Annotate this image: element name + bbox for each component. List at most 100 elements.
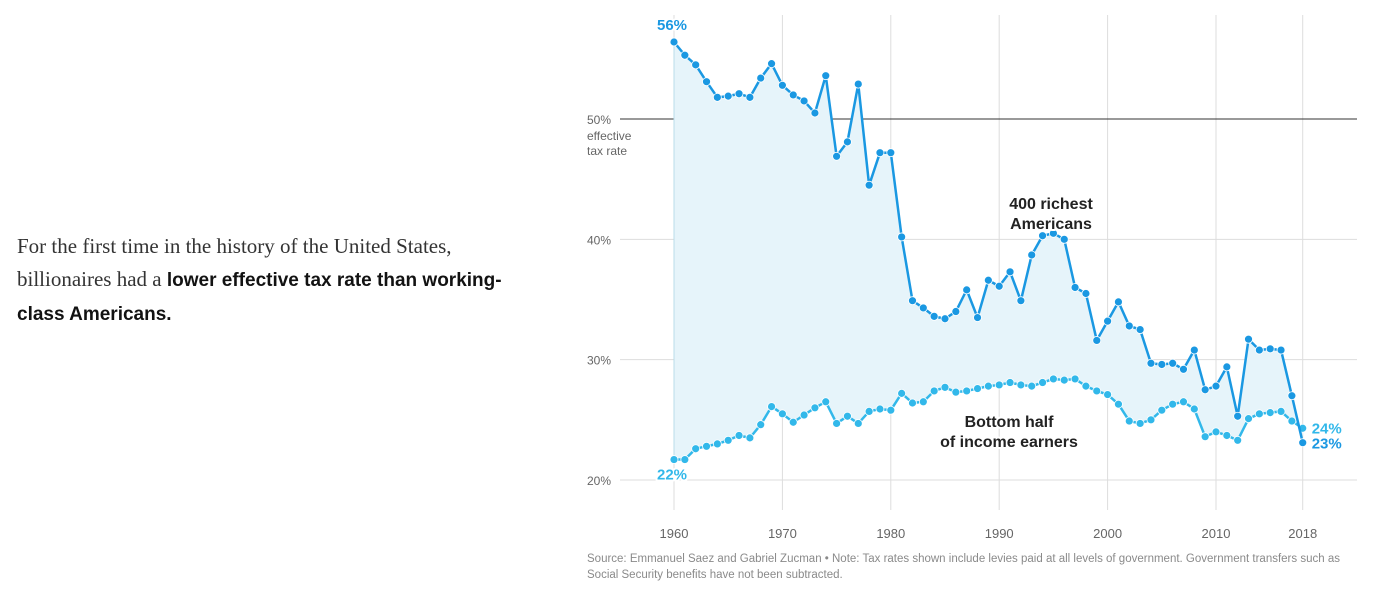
bottom-half-point [875, 404, 885, 414]
richest-400-point [788, 90, 798, 100]
bottom-half-point [767, 402, 776, 411]
richest-400-point [1189, 345, 1199, 355]
y-axis-sublabel: tax rate [587, 144, 627, 158]
richest-400-point [1168, 358, 1178, 368]
richest-400-point [778, 80, 787, 90]
richest-400-point [1070, 283, 1080, 292]
bottom-half-point [756, 420, 766, 430]
bottom-half-point [734, 431, 744, 440]
intro-text-bold: lower effective tax rate than working-cl… [17, 270, 502, 325]
x-tick-label: 1990 [985, 526, 1014, 541]
richest-400-point [1157, 360, 1167, 369]
richest-400-point [691, 60, 701, 70]
x-tick-label: 2018 [1288, 526, 1317, 541]
richest-series-label: 400 richest [1009, 196, 1093, 213]
bottom-half-point [962, 386, 972, 396]
richest-400-point [918, 303, 928, 313]
richest-400-point [897, 232, 907, 242]
richest-400-point [1298, 438, 1308, 448]
richest-end-label: 23% [1312, 436, 1342, 453]
richest-400-point [1005, 267, 1015, 277]
richest-400-point [745, 92, 755, 102]
x-tick-label: 1980 [876, 526, 905, 541]
bottom-half-point [864, 407, 874, 416]
bottom-half-point [908, 398, 917, 408]
y-tick-label: 30% [587, 354, 611, 368]
bottom-half-point [1005, 378, 1015, 387]
richest-400-point [886, 148, 896, 158]
richest-400-point [1211, 381, 1221, 391]
tax-rate-chart: 1960 1970 1980 1990 2000 2010 2018 20% 30% 40% 50%… [587, 15, 1357, 541]
richest-400-point [680, 50, 690, 60]
bottom-half-point [745, 433, 755, 443]
intro-text-regular: For the first time in the history of the… [17, 234, 452, 291]
richest-400-point [1222, 362, 1232, 372]
bottom-half-point [940, 382, 950, 392]
x-tick-label: 1970 [768, 526, 797, 541]
y-tick-label: 20% [587, 474, 611, 488]
bottom-end-label: 24% [1312, 420, 1342, 437]
richest-400-point [1027, 250, 1037, 260]
richest-400-point [973, 313, 982, 322]
richest-400-point [1038, 231, 1047, 241]
richest-400-point [1114, 297, 1123, 307]
bottom-half-point [1179, 397, 1188, 407]
bottom-half-point [778, 409, 787, 419]
richest-400-point [1081, 289, 1091, 298]
bottom-half-point [1146, 415, 1156, 425]
richest-400-point [853, 79, 863, 89]
richest-400-point [940, 314, 950, 324]
bottom-half-point [994, 380, 1004, 390]
richest-400-point [1233, 411, 1243, 421]
bottom-half-point [918, 397, 928, 407]
bottom-half-point [1059, 375, 1069, 385]
bottom-half-point [723, 435, 733, 445]
richest-400-point [1146, 358, 1156, 368]
richest-400-point [702, 77, 711, 87]
bottom-half-point [1081, 381, 1091, 391]
richest-400-point [1200, 385, 1210, 395]
richest-400-point [929, 311, 939, 321]
bottom-half-point [1016, 380, 1026, 390]
bottom-half-point [929, 386, 939, 396]
richest-400-point [983, 275, 993, 285]
bottom-half-point [680, 455, 690, 464]
bottom-half-point [1114, 399, 1123, 409]
bottom-half-series [669, 374, 1308, 464]
bottom-half-point [1233, 435, 1243, 445]
richest-400-point [962, 285, 972, 295]
bottom-half-point [843, 411, 852, 421]
richest-400-point [810, 108, 820, 118]
bottom-half-point [1168, 399, 1178, 409]
bottom-half-point [799, 410, 809, 420]
richest-400-point [1135, 325, 1145, 334]
bottom-half-point [669, 455, 679, 464]
richest-400-point [1265, 344, 1275, 354]
bottom-half-point [1276, 407, 1286, 416]
bottom-half-point [1189, 404, 1199, 414]
richest-start-label: 56% [657, 17, 687, 34]
richest-400-point [1287, 391, 1297, 401]
bottom-half-point [973, 384, 982, 393]
bottom-half-point [1124, 416, 1134, 426]
richest-400-point [1103, 316, 1112, 326]
richest-400-point [1092, 336, 1102, 345]
richest-400-point [994, 281, 1004, 291]
bottom-half-point [853, 419, 863, 428]
bottom-half-point [1265, 408, 1275, 418]
x-tick-label: 2000 [1093, 526, 1122, 541]
bottom-half-point [1287, 416, 1297, 426]
y-tick-label: 40% [587, 233, 611, 247]
richest-400-point [864, 180, 874, 190]
richest-400-point [1049, 228, 1058, 238]
richest-400-point [1124, 321, 1134, 331]
richest-400-point [843, 137, 852, 147]
richest-400-point [1179, 364, 1188, 374]
richest-400-point [1016, 296, 1026, 306]
bottom-half-point [1135, 419, 1145, 428]
richest-400-point [832, 151, 841, 161]
bottom-half-point [712, 439, 722, 449]
bottom-half-point [1211, 427, 1221, 437]
bottom-half-point [951, 387, 961, 397]
richest-400-point [821, 71, 831, 81]
